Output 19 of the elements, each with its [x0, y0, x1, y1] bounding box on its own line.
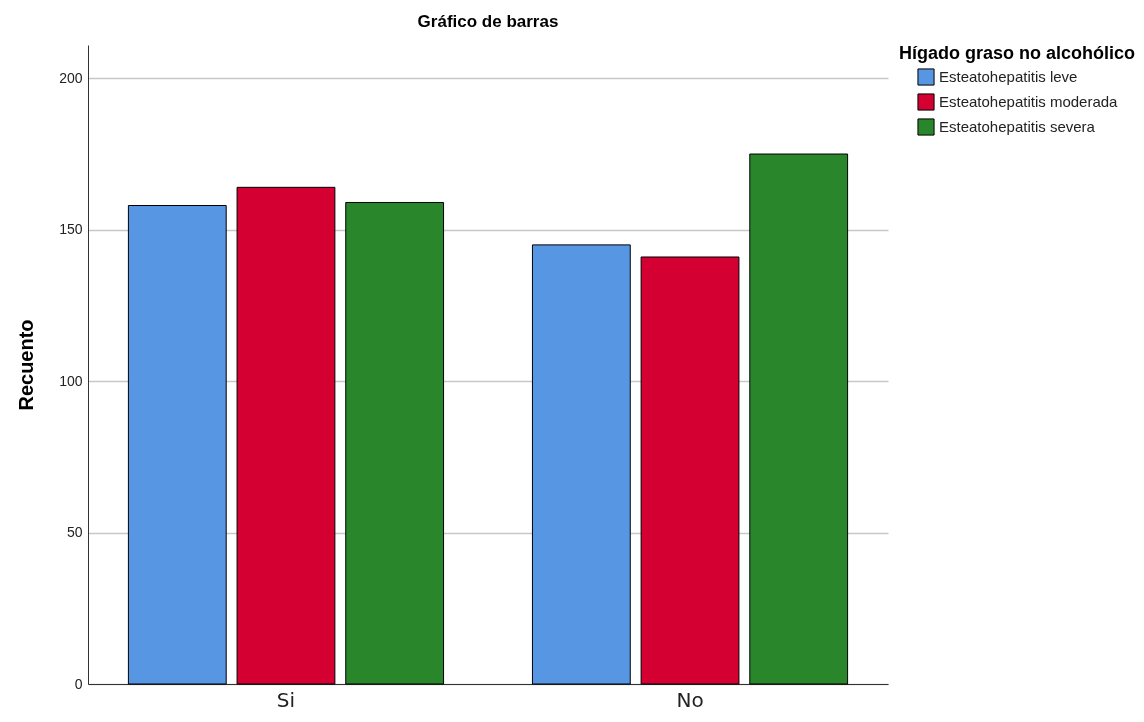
bar	[749, 153, 849, 685]
bar	[640, 256, 740, 685]
bar	[236, 186, 336, 685]
y-tick-label: 0	[74, 675, 83, 692]
chart-title: Gráfico de barras	[417, 12, 559, 31]
y-tick-label: 50	[66, 524, 83, 541]
legend-label: Esteatohepatitis leve	[939, 68, 1078, 85]
y-tick-label: 200	[59, 69, 83, 86]
bar	[345, 201, 445, 685]
bar	[531, 244, 631, 685]
x-tick-label: Si	[276, 687, 296, 712]
x-tick-label: No	[676, 687, 704, 712]
bar	[127, 205, 227, 685]
y-tick-label: 150	[59, 221, 83, 238]
y-axis-title: Recuento	[15, 319, 38, 411]
legend-label: Esteatohepatitis severa	[939, 118, 1096, 135]
legend-title: Hígado graso no alcohólico	[898, 43, 1136, 63]
legend-label: Esteatohepatitis moderada	[939, 93, 1119, 110]
y-tick-label: 100	[59, 372, 83, 389]
